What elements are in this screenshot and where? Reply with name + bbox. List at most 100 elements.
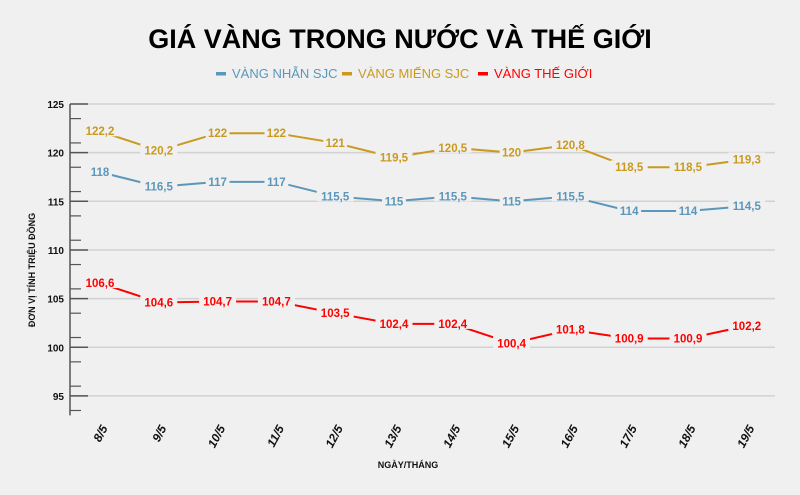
data-label: 100,9 xyxy=(615,333,644,345)
data-label: 115 xyxy=(502,196,521,208)
series-line xyxy=(99,171,747,213)
data-label: 106,6 xyxy=(86,278,115,290)
data-label: 117 xyxy=(267,177,286,189)
data-label-bg xyxy=(499,194,524,207)
data-label-bg xyxy=(81,276,119,289)
data-label-bg xyxy=(81,124,119,137)
data-label: 102,4 xyxy=(380,319,409,331)
series: 118 116,5 117 117 115,5 115 115,5 115 115,5 114 11… xyxy=(81,124,766,350)
data-label-bg xyxy=(551,189,589,202)
data-label-bg xyxy=(493,336,531,349)
legend-label: VÀNG NHẪN SJC xyxy=(232,66,337,81)
data-label-bg xyxy=(434,189,472,202)
data-label: 104,7 xyxy=(262,297,291,309)
data-label: 122,2 xyxy=(86,126,115,138)
y-tick-label: 95 xyxy=(53,392,65,403)
series-line xyxy=(99,130,747,169)
data-label: 115,5 xyxy=(439,191,468,203)
x-tick-label: 19/5 xyxy=(734,423,757,450)
data-label-bg xyxy=(375,316,413,329)
data-label: 101,8 xyxy=(556,325,585,337)
data-label-bg xyxy=(264,126,289,139)
y-tick-label: 115 xyxy=(48,197,65,208)
data-label-bg xyxy=(434,316,472,329)
y-tick-label: 100 xyxy=(47,343,64,354)
data-label-bg xyxy=(728,199,766,212)
data-label-bg xyxy=(669,331,707,344)
y-tick-label: 120 xyxy=(47,149,64,160)
x-tick-label: 9/5 xyxy=(149,423,169,445)
data-label: 119,3 xyxy=(733,154,761,166)
data-label-bg xyxy=(257,294,295,307)
data-label-bg xyxy=(382,194,406,207)
data-label: 118,5 xyxy=(615,162,644,174)
data-label-bg xyxy=(610,160,648,173)
data-label: 120,8 xyxy=(556,140,585,152)
data-label: 117 xyxy=(208,177,227,189)
x-tick-label: 15/5 xyxy=(499,423,522,450)
data-label: 103,5 xyxy=(321,308,350,320)
data-label: 120 xyxy=(502,148,521,160)
x-axis-label: NGÀY/THÁNG xyxy=(378,460,439,470)
data-label-bg xyxy=(728,152,766,165)
x-tick-label: 10/5 xyxy=(205,423,228,450)
data-label-bg xyxy=(617,204,642,217)
x-tick-label: 14/5 xyxy=(440,423,463,450)
data-label: 116,5 xyxy=(145,182,174,194)
y-tick-label: 105 xyxy=(47,295,64,306)
data-label-bg xyxy=(264,174,289,187)
legend-label: VÀNG MIẾNG SJC xyxy=(358,66,469,81)
data-label: 104,6 xyxy=(144,297,173,309)
data-label-bg xyxy=(316,306,354,319)
legend-swatch xyxy=(478,72,488,76)
data-label: 119,5 xyxy=(380,153,409,165)
data-label: 121 xyxy=(326,138,346,150)
data-label: 118,5 xyxy=(674,162,703,174)
data-label: 100,9 xyxy=(674,333,703,345)
x-tick-label: 11/5 xyxy=(264,423,287,450)
data-label-bg xyxy=(610,331,648,344)
x-tick-label: 18/5 xyxy=(675,423,698,450)
data-label-bg xyxy=(551,137,589,150)
data-label: 115,5 xyxy=(556,191,585,203)
data-label-bg xyxy=(140,179,178,192)
data-label: 122 xyxy=(208,128,227,140)
y-tick-label: 110 xyxy=(48,246,65,257)
data-label: 118 xyxy=(91,167,110,179)
series-line xyxy=(99,282,748,345)
data-label: 120,2 xyxy=(144,146,173,158)
data-label: 114 xyxy=(620,206,639,218)
data-label: 114,5 xyxy=(733,201,762,213)
data-label: 115,5 xyxy=(321,191,350,203)
data-label-bg xyxy=(199,294,237,307)
data-label: 102,4 xyxy=(438,319,467,331)
data-label-bg xyxy=(375,150,413,163)
legend-swatch xyxy=(216,72,226,76)
data-label-bg xyxy=(499,145,524,158)
chart-title: GIÁ VÀNG TRONG NƯỚC VÀ THẾ GIỚI xyxy=(148,23,651,54)
x-tick-label: 13/5 xyxy=(381,423,404,450)
data-label-bg xyxy=(205,126,230,139)
data-label-bg xyxy=(140,295,178,308)
data-label-bg xyxy=(88,165,112,178)
data-label-bg xyxy=(728,318,766,331)
x-tick-label: 12/5 xyxy=(323,423,346,450)
data-label-bg xyxy=(140,143,178,156)
x-tick-label: 8/5 xyxy=(90,423,110,445)
data-label-bg xyxy=(323,135,348,148)
legend-swatch xyxy=(342,72,352,76)
data-label-bg xyxy=(316,189,354,202)
x-tick-label: 16/5 xyxy=(558,423,581,450)
data-label: 104,7 xyxy=(203,297,232,309)
data-label-bg xyxy=(205,174,230,187)
legend: VÀNG NHẪN SJC VÀNG MIẾNG SJC VÀNG THẾ GIỚI xyxy=(216,66,592,81)
y-axis-label: ĐƠN VỊ TÍNH TRIỆU ĐỒNG xyxy=(26,213,37,327)
data-label: 122 xyxy=(267,128,286,140)
data-label: 120,5 xyxy=(438,143,467,155)
data-label: 100,4 xyxy=(497,338,526,350)
data-label-bg xyxy=(676,204,700,217)
data-label-bg xyxy=(551,322,589,335)
data-label: 114 xyxy=(679,206,698,218)
data-label: 115 xyxy=(385,196,404,208)
